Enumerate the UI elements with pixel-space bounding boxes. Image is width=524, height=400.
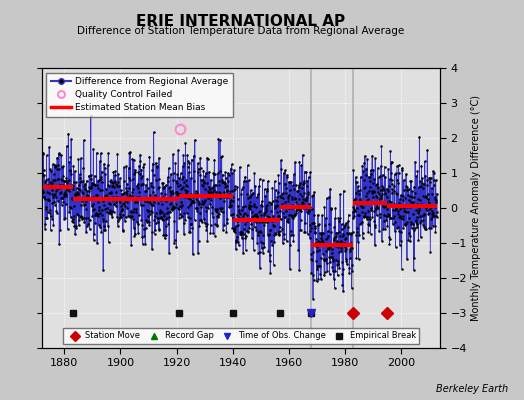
Text: Berkeley Earth: Berkeley Earth — [436, 384, 508, 394]
Difference from Regional Average — [114, 152, 121, 156]
Difference from Regional Average — [39, 174, 45, 179]
Text: ERIE INTERNATIONAL AP: ERIE INTERNATIONAL AP — [136, 14, 346, 29]
Difference from Regional Average — [213, 182, 219, 187]
Difference from Regional Average — [137, 159, 144, 164]
Difference from Regional Average — [310, 296, 316, 301]
Difference from Regional Average — [346, 249, 353, 254]
Difference from Regional Average — [88, 113, 94, 118]
Difference from Regional Average — [434, 214, 440, 219]
Difference from Regional Average — [260, 233, 266, 238]
Difference from Regional Average — [417, 220, 423, 225]
Text: Difference of Station Temperature Data from Regional Average: Difference of Station Temperature Data f… — [78, 26, 405, 36]
Y-axis label: Monthly Temperature Anomaly Difference (°C): Monthly Temperature Anomaly Difference (… — [471, 95, 481, 321]
Line: Difference from Regional Average: Difference from Regional Average — [41, 114, 439, 300]
Legend: Station Move, Record Gap, Time of Obs. Change, Empirical Break: Station Move, Record Gap, Time of Obs. C… — [63, 328, 419, 344]
